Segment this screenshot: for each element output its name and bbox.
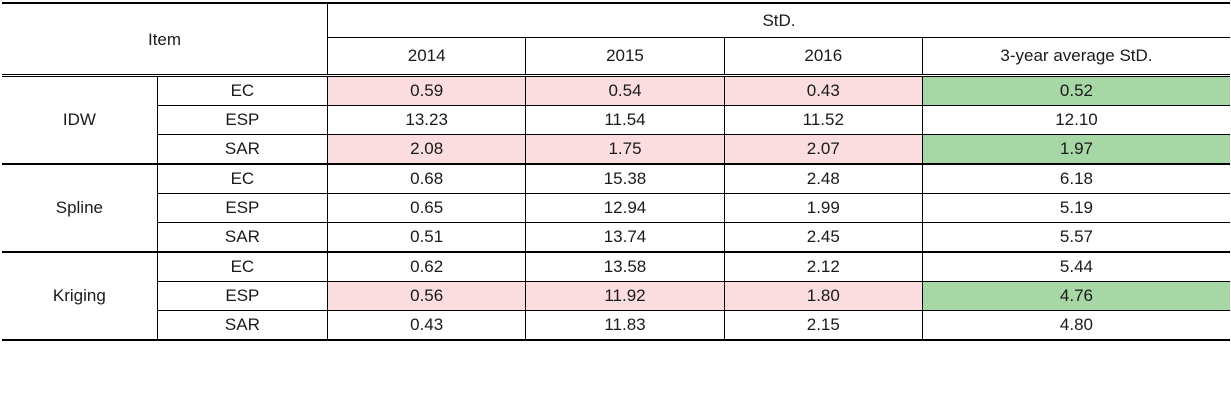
method-label: IDW (2, 75, 158, 164)
std-value-2015: 13.74 (525, 222, 725, 252)
header-std: StD. (327, 3, 1230, 38)
std-value-2014: 0.68 (327, 163, 526, 194)
std-value-2015: 11.83 (525, 310, 725, 340)
variable-label: EC (156, 251, 328, 282)
table-header: Item StD. 2014 2015 2016 3-year average … (2, 3, 1230, 77)
variable-label: EC (156, 163, 328, 194)
variable-label: ESP (156, 281, 328, 311)
header-year-2015: 2015 (525, 37, 725, 77)
std-value-2016: 2.07 (723, 134, 923, 164)
method-label: Spline (2, 163, 158, 252)
std-value-2016: 1.99 (723, 193, 923, 223)
table-body: IDW EC 0.59 0.54 0.43 0.52 ESP 13.23 11.54 11.52 1… (2, 75, 1230, 340)
method-label: Kriging (2, 251, 158, 340)
std-value-2014: 0.43 (327, 310, 526, 340)
std-value-2015: 1.75 (525, 134, 725, 164)
table-row: ESP 13.23 11.54 11.52 12.10 (2, 105, 1230, 135)
std-average-value: 5.57 (921, 222, 1230, 252)
table-row: ESP 0.65 12.94 1.99 5.19 (2, 193, 1230, 223)
variable-label: SAR (156, 222, 328, 252)
std-average-value: 0.52 (921, 75, 1230, 106)
std-value-2014: 0.56 (327, 281, 526, 311)
std-value-2014: 0.62 (327, 251, 526, 282)
table-row: IDW EC 0.59 0.54 0.43 0.52 (2, 75, 1230, 164)
std-value-2015: 11.92 (525, 281, 725, 311)
std-value-2016: 2.15 (723, 310, 923, 340)
std-value-2015: 12.94 (525, 193, 725, 223)
header-year-2014: 2014 (327, 37, 526, 77)
variable-label: ESP (156, 193, 328, 223)
std-average-value: 12.10 (921, 105, 1230, 135)
std-value-2016: 2.45 (723, 222, 923, 252)
variable-label: SAR (156, 310, 328, 340)
table-row: ESP 0.56 11.92 1.80 4.76 (2, 281, 1230, 311)
std-value-2016: 1.80 (723, 281, 923, 311)
std-table-container: Item StD. 2014 2015 2016 3-year average … (2, 2, 1230, 341)
std-average-value: 6.18 (921, 163, 1230, 194)
variable-label: ESP (156, 105, 328, 135)
std-value-2016: 2.12 (723, 251, 923, 282)
std-value-2014: 13.23 (327, 105, 526, 135)
std-average-value: 5.44 (921, 251, 1230, 282)
std-average-value: 1.97 (921, 134, 1230, 164)
header-average: 3-year average StD. (921, 37, 1230, 77)
table-row: SAR 0.43 11.83 2.15 4.80 (2, 310, 1230, 340)
std-value-2014: 2.08 (327, 134, 526, 164)
std-value-2015: 15.38 (525, 163, 725, 194)
std-value-2015: 0.54 (525, 75, 725, 106)
std-value-2016: 11.52 (723, 105, 923, 135)
table-row: Spline EC 0.68 15.38 2.48 6.18 (2, 163, 1230, 252)
std-table: Item StD. 2014 2015 2016 3-year average … (2, 2, 1230, 341)
table-row: SAR 2.08 1.75 2.07 1.97 (2, 134, 1230, 164)
std-value-2015: 13.58 (525, 251, 725, 282)
std-average-value: 5.19 (921, 193, 1230, 223)
std-value-2015: 11.54 (525, 105, 725, 135)
std-average-value: 4.80 (921, 310, 1230, 340)
table-row: SAR 0.51 13.74 2.45 5.57 (2, 222, 1230, 252)
std-value-2014: 0.65 (327, 193, 526, 223)
std-average-value: 4.76 (921, 281, 1230, 311)
table-row: Kriging EC 0.62 13.58 2.12 5.44 (2, 251, 1230, 340)
header-item: Item (2, 3, 328, 77)
std-value-2014: 0.51 (327, 222, 526, 252)
std-value-2014: 0.59 (327, 75, 526, 106)
variable-label: EC (156, 75, 328, 106)
std-value-2016: 0.43 (723, 75, 923, 106)
header-year-2016: 2016 (723, 37, 923, 77)
std-value-2016: 2.48 (723, 163, 923, 194)
variable-label: SAR (156, 134, 328, 164)
